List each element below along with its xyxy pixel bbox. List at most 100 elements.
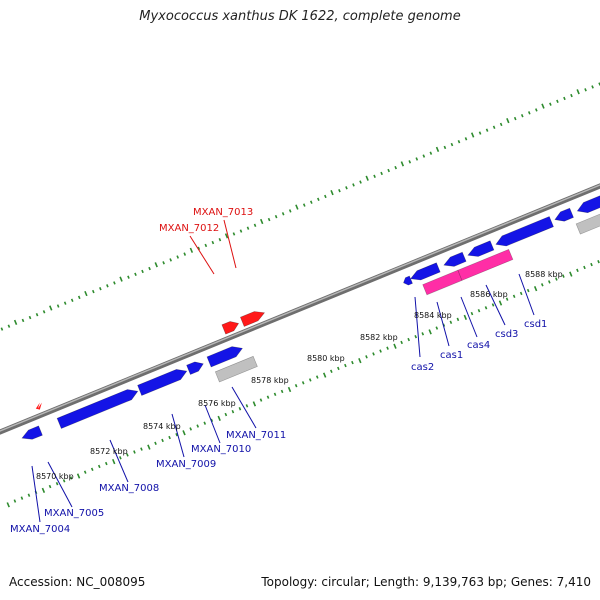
inner-tick-mark [210,418,214,422]
inner-tick-mark [259,398,263,402]
gene-cds-arrow [186,361,204,375]
outer-tick-mark [394,165,397,170]
kbp-tick-label: 8588 kbp [525,270,563,279]
outer-tick-mark [99,287,102,291]
inner-tick-mark [27,493,31,497]
outer-tick-mark [70,298,74,302]
outer-tick-mark [218,238,222,242]
gene-cds-arrow [21,425,43,440]
gene-label-leader [460,296,478,338]
genome-backbone [0,183,600,435]
inner-tick-mark [569,271,573,277]
gene-label-leader [436,301,450,347]
gene-label-leader [414,296,421,358]
outer-tick-mark [134,272,137,276]
inner-tick-mark [386,346,389,350]
gene-cds-arrow [576,195,600,214]
outer-tick-mark [556,99,559,104]
genome-backbone-highlight [0,184,600,432]
outer-tick-mark [260,218,264,225]
gene-label: MXAN_7005 [44,508,104,519]
kbp-tick-label: 8570 kbp [36,472,74,481]
outer-tick-mark [13,319,18,326]
outer-tick-mark [0,327,4,331]
inner-tick-mark [104,461,108,466]
gene-label-leader [171,413,185,458]
inner-tick-mark [119,456,122,460]
outer-tick-mark [457,139,461,144]
inner-tick-mark [576,268,579,273]
outer-tick-mark [309,200,313,204]
inner-tick-mark [365,355,368,359]
inner-tick-mark [477,309,481,313]
outer-tick-mark [330,190,334,196]
inner-tick-mark [140,447,143,451]
inner-tick-mark [182,430,186,436]
inner-tick-mark [6,502,10,508]
inner-tick-mark [555,277,558,281]
gene-rna-arrow [240,311,266,327]
outer-tick-mark [28,315,32,320]
outer-tick-mark [584,88,587,92]
inner-tick-mark [393,343,397,349]
kbp-tick-label: 8574 kbp [143,422,181,431]
genome-backbone-layer [0,183,600,435]
outer-tick-mark [563,96,566,101]
outer-tick-mark [464,137,468,141]
outer-tick-mark [345,186,348,190]
outer-tick-mark [492,125,496,129]
outer-tick-mark [197,246,201,251]
gene-cds-arrow [443,251,467,267]
inner-tick-mark [196,424,200,428]
gene-label-leader [109,439,129,483]
inner-tick-mark [55,482,59,486]
outer-tick-mark [77,295,81,300]
outer-tick-mark [506,117,510,124]
outer-tick-mark [359,180,362,184]
outer-tick-mark [92,289,95,294]
inner-tick-mark [69,476,73,480]
gene-label: MXAN_7008 [99,483,159,494]
inner-tick-mark [491,303,495,307]
inner-tick-mark [526,288,530,293]
gene-label-leader [485,284,506,326]
gene-cas-box [457,249,514,281]
outer-tick-mark [183,252,187,256]
genes-layer [21,195,600,440]
outer-tick-mark [113,281,116,285]
inner-tick-mark [484,306,488,310]
inner-tick-mark [358,358,362,364]
inner-tick-mark [330,369,333,373]
gene-misc-box [575,213,600,235]
inner-tick-mark [266,395,270,399]
inner-tick-mark [414,334,418,339]
inner-tick-mark [421,332,425,336]
outer-tick-mark [443,145,447,150]
inner-tick-mark [308,378,312,382]
inner-tick-mark [322,372,327,378]
inner-tick-mark [13,499,17,503]
inner-tick-mark [147,444,151,450]
outer-tick-mark [154,262,158,268]
gene-label-leader [204,404,221,444]
kbp-tick-label: 8578 kbp [251,376,289,385]
outer-tick-mark [520,114,524,118]
outer-tick-mark [239,229,243,233]
gene-label: cas4 [467,340,490,351]
inner-tick-mark [90,467,94,471]
inner-tick-mark [540,283,544,287]
outer-tick-mark [499,122,503,127]
inner-tick-mark [379,349,382,353]
labels-layer: 8570 kbp 8572 kbp 8574 kbp 8576 kbp 8578 kbp… [10,207,563,535]
inner-tick-mark [203,421,207,425]
genome-summary-text: Topology: circular; Length: 9,139,763 bp… [261,575,591,589]
genome-title: Myxococcus xanthus DK 1622, complete gen… [139,9,461,24]
inner-tick-mark [41,487,46,494]
gene-label: MXAN_7011 [226,430,286,441]
outer-tick-mark [470,132,475,138]
outer-tick-mark [429,151,433,155]
kbp-tick-label: 8572 kbp [90,447,128,456]
outer-tick-mark [162,261,165,265]
gene-cds-arrow [206,346,243,368]
